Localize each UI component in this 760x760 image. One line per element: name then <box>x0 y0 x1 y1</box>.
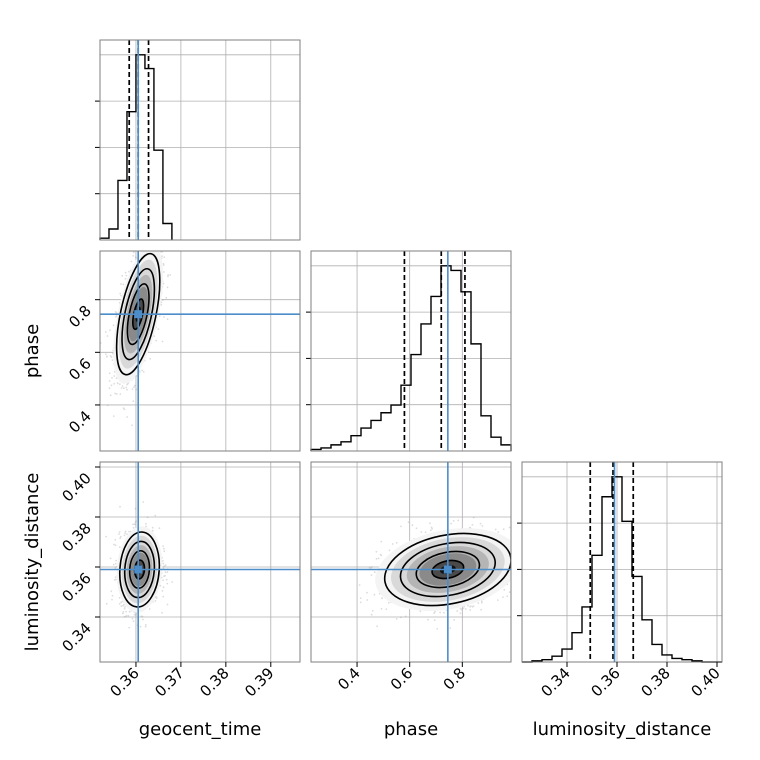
x-tick-label-geocent_time: 0.39 <box>241 664 277 700</box>
diag-panel-phase <box>306 250 512 452</box>
y-tick-label-phase: 0.6 <box>65 354 95 384</box>
joint-panel-phase-luminosity_distance <box>310 461 512 663</box>
truth-marker <box>134 310 143 319</box>
y-tick-label-luminosity_distance: 0.38 <box>58 519 94 555</box>
panel-frame <box>99 250 301 452</box>
x-tick-label-phase: 0.8 <box>440 664 470 694</box>
joint-panel-geocent_time-luminosity_distance <box>99 461 301 663</box>
histogram-luminosity_distance <box>522 476 722 663</box>
truth-marker <box>443 565 452 574</box>
panel-frame <box>99 461 301 663</box>
diag-panel-geocent_time <box>95 39 301 241</box>
x-tick-label-geocent_time: 0.37 <box>151 664 187 700</box>
y-axis-label-phase: phase <box>22 324 43 378</box>
x-tick-label-geocent_time: 0.36 <box>106 664 142 700</box>
y-tick-label-luminosity_distance: 0.40 <box>58 469 94 505</box>
contour-line <box>121 267 156 361</box>
y-tick-label-phase: 0.8 <box>65 302 95 332</box>
joint-inner <box>311 462 511 662</box>
histogram-phase <box>310 265 512 451</box>
y-tick-label-luminosity_distance: 0.34 <box>58 619 94 655</box>
contour-line <box>115 252 161 376</box>
histogram-geocent_time <box>99 54 173 240</box>
x-tick-label-phase: 0.6 <box>387 664 417 694</box>
contour-line <box>126 283 150 346</box>
truth-marker <box>134 565 143 574</box>
y-tick-label-luminosity_distance: 0.36 <box>58 569 94 605</box>
panel-frame <box>99 39 301 241</box>
contour-line <box>132 298 145 331</box>
joint-inner <box>100 462 300 662</box>
x-axis-label-geocent_time: geocent_time <box>139 719 262 740</box>
panel-frame <box>310 250 512 452</box>
x-tick-label-luminosity_distance: 0.40 <box>687 664 723 700</box>
contour-line <box>399 541 497 598</box>
x-tick-label-geocent_time: 0.38 <box>196 664 232 700</box>
y-axis-label-luminosity_distance: luminosity_distance <box>22 473 43 652</box>
joint-inner <box>100 251 300 451</box>
x-axis-label-luminosity_distance: luminosity_distance <box>533 719 712 740</box>
y-tick-label-phase: 0.4 <box>65 407 95 437</box>
x-tick-label-luminosity_distance: 0.34 <box>537 664 573 700</box>
contour-line <box>415 550 481 589</box>
joint-panel-geocent_time-phase <box>99 250 301 452</box>
x-axis-label-phase: phase <box>384 719 438 740</box>
panel-frame <box>521 461 723 663</box>
x-tick-label-luminosity_distance: 0.38 <box>637 664 673 700</box>
contour-line <box>118 531 161 608</box>
panel-frame <box>310 461 512 663</box>
x-tick-label-luminosity_distance: 0.36 <box>587 664 623 700</box>
diag-panel-luminosity_distance <box>517 461 723 663</box>
contour-line <box>431 559 465 580</box>
x-tick-label-phase: 0.4 <box>334 664 364 694</box>
